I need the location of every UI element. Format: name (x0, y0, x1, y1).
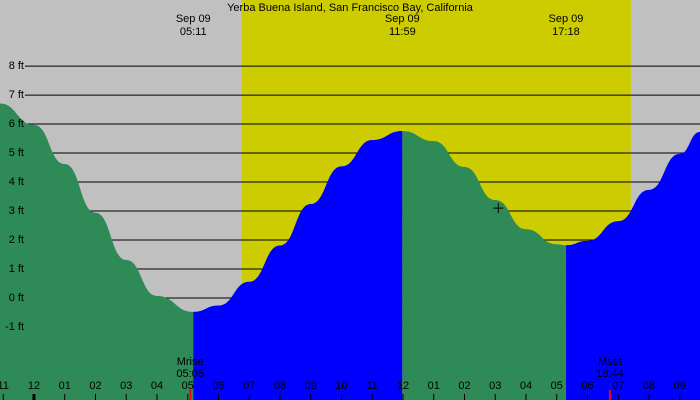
x-tick-label: 09 (674, 380, 686, 392)
tide-event-date: Sep 09 (385, 13, 420, 25)
moon-event-label: Mset (598, 356, 622, 368)
x-tick-label: 07 (243, 380, 255, 392)
x-tick-label: 11 (367, 380, 378, 392)
x-tick-label: 02 (458, 380, 470, 392)
tide-area (0, 103, 194, 400)
x-tick-label: 05 (551, 380, 563, 392)
moon-event-label: Mrise (177, 356, 204, 368)
y-tick-label: 7 ft (9, 89, 24, 101)
tide-area (565, 131, 700, 400)
x-tick-label: 03 (489, 380, 501, 392)
x-tick-label: 08 (643, 380, 655, 392)
y-tick-label: 1 ft (9, 263, 24, 275)
tide-event-time: 05:11 (180, 26, 207, 38)
tide-event-time: 17:18 (552, 26, 580, 38)
y-tick-label: 6 ft (9, 118, 24, 130)
x-tick-label: 02 (89, 380, 101, 392)
x-tick-label: 12 (28, 380, 40, 392)
y-tick-label: 4 ft (9, 176, 24, 188)
y-tick-label: 5 ft (9, 147, 24, 159)
tide-area (402, 131, 566, 400)
x-tick-label: 01 (59, 380, 71, 392)
chart-title: Yerba Buena Island, San Francisco Bay, C… (227, 2, 474, 14)
tide-event-date: Sep 09 (176, 13, 211, 25)
x-tick-label: 05 (182, 380, 194, 392)
x-tick-label: 03 (120, 380, 132, 392)
tide-area (193, 131, 403, 400)
y-tick-label: -1 ft (5, 321, 24, 333)
tide-event-time: 11:59 (389, 26, 416, 38)
cursor-cross (493, 203, 504, 214)
x-tick-label: 08 (274, 380, 286, 392)
x-tick-label: 04 (151, 380, 163, 392)
y-tick-label: 0 ft (9, 292, 24, 304)
x-tick-label: 06 (581, 380, 593, 392)
x-tick-label: 10 (335, 380, 347, 392)
x-tick-label: 11 (0, 380, 9, 392)
x-tick-label: 06 (212, 380, 224, 392)
moon-event-time: 18:44 (596, 368, 624, 380)
x-tick-label: 01 (428, 380, 440, 392)
moon-event-time: 05:05 (176, 368, 204, 380)
x-tick-label: 04 (520, 380, 532, 392)
y-tick-label: 3 ft (9, 205, 24, 217)
y-tick-label: 8 ft (9, 60, 24, 72)
x-tick-label: 09 (305, 380, 317, 392)
y-tick-label: 2 ft (9, 234, 24, 246)
tide-event-date: Sep 09 (548, 13, 583, 25)
x-tick-label: 07 (612, 380, 624, 392)
x-tick-label: 12 (397, 380, 409, 392)
